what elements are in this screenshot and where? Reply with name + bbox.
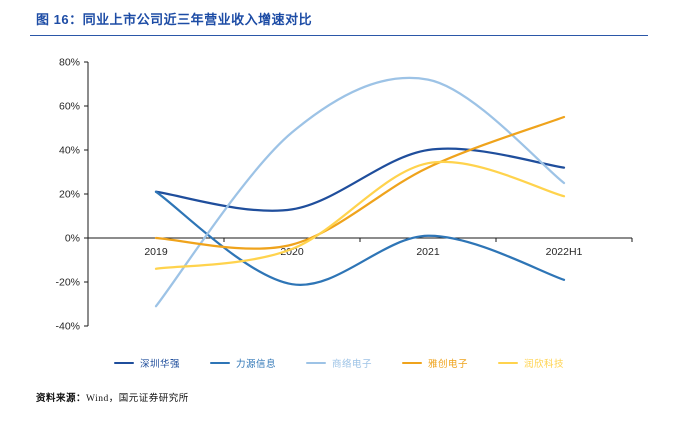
y-tick-label: 60% xyxy=(59,101,80,113)
source-text: Wind，国元证券研究所 xyxy=(86,394,189,404)
legend-label: 深圳华强 xyxy=(139,359,180,370)
legend-item: 力源信息 xyxy=(209,356,276,370)
legend-item: 润欣科技 xyxy=(498,356,564,370)
legend-item: 雅创电子 xyxy=(402,356,468,370)
source-footer: 资料来源：Wind，国元证券研究所 xyxy=(36,390,678,404)
x-tick-label: 2020 xyxy=(280,246,304,258)
figure-title: 图 16：同业上市公司近三年营业收入增速对比 xyxy=(36,12,313,27)
legend-label: 商络电子 xyxy=(331,359,372,370)
legend-label: 润欣科技 xyxy=(524,359,565,370)
series-line xyxy=(154,160,566,270)
y-tick-label: 80% xyxy=(59,57,80,69)
legend-label: 雅创电子 xyxy=(428,359,469,370)
x-tick-label: 2019 xyxy=(144,246,168,258)
title-rule xyxy=(30,35,648,36)
legend-line-marker xyxy=(498,361,519,365)
y-tick-label: -40% xyxy=(55,321,80,333)
y-tick-label: 0% xyxy=(65,233,80,245)
legend-line-marker xyxy=(113,361,134,365)
legend-line-marker xyxy=(305,361,326,365)
chart-area: -40% -20% 0% 20% 40% 60% 80% 2019 2020 2021 2022H1 xyxy=(0,50,678,350)
legend-label: 力源信息 xyxy=(235,359,276,370)
series-line xyxy=(154,115,566,250)
y-tick-label: 20% xyxy=(59,189,80,201)
series-line xyxy=(154,147,566,212)
x-tick-label: 2022H1 xyxy=(546,246,583,258)
legend-item: 商络电子 xyxy=(305,356,372,370)
series-line xyxy=(154,190,566,286)
series-line xyxy=(154,76,566,308)
figure-header: 图 16：同业上市公司近三年营业收入增速对比 xyxy=(0,0,678,36)
legend-line-marker xyxy=(209,361,230,365)
y-tick-label: -20% xyxy=(55,277,80,289)
line-chart-svg: -40% -20% 0% 20% 40% 60% 80% 2019 2020 2021 2022H1 xyxy=(55,57,633,333)
legend: 深圳华强 力源信息 商络电子 雅创电子 润欣科技 xyxy=(0,354,678,372)
y-tick-label: 40% xyxy=(59,145,80,157)
source-label: 资料来源： xyxy=(36,394,87,404)
x-tick-label: 2021 xyxy=(416,246,440,258)
legend-item: 深圳华强 xyxy=(113,356,180,370)
legend-line-marker xyxy=(402,361,422,365)
